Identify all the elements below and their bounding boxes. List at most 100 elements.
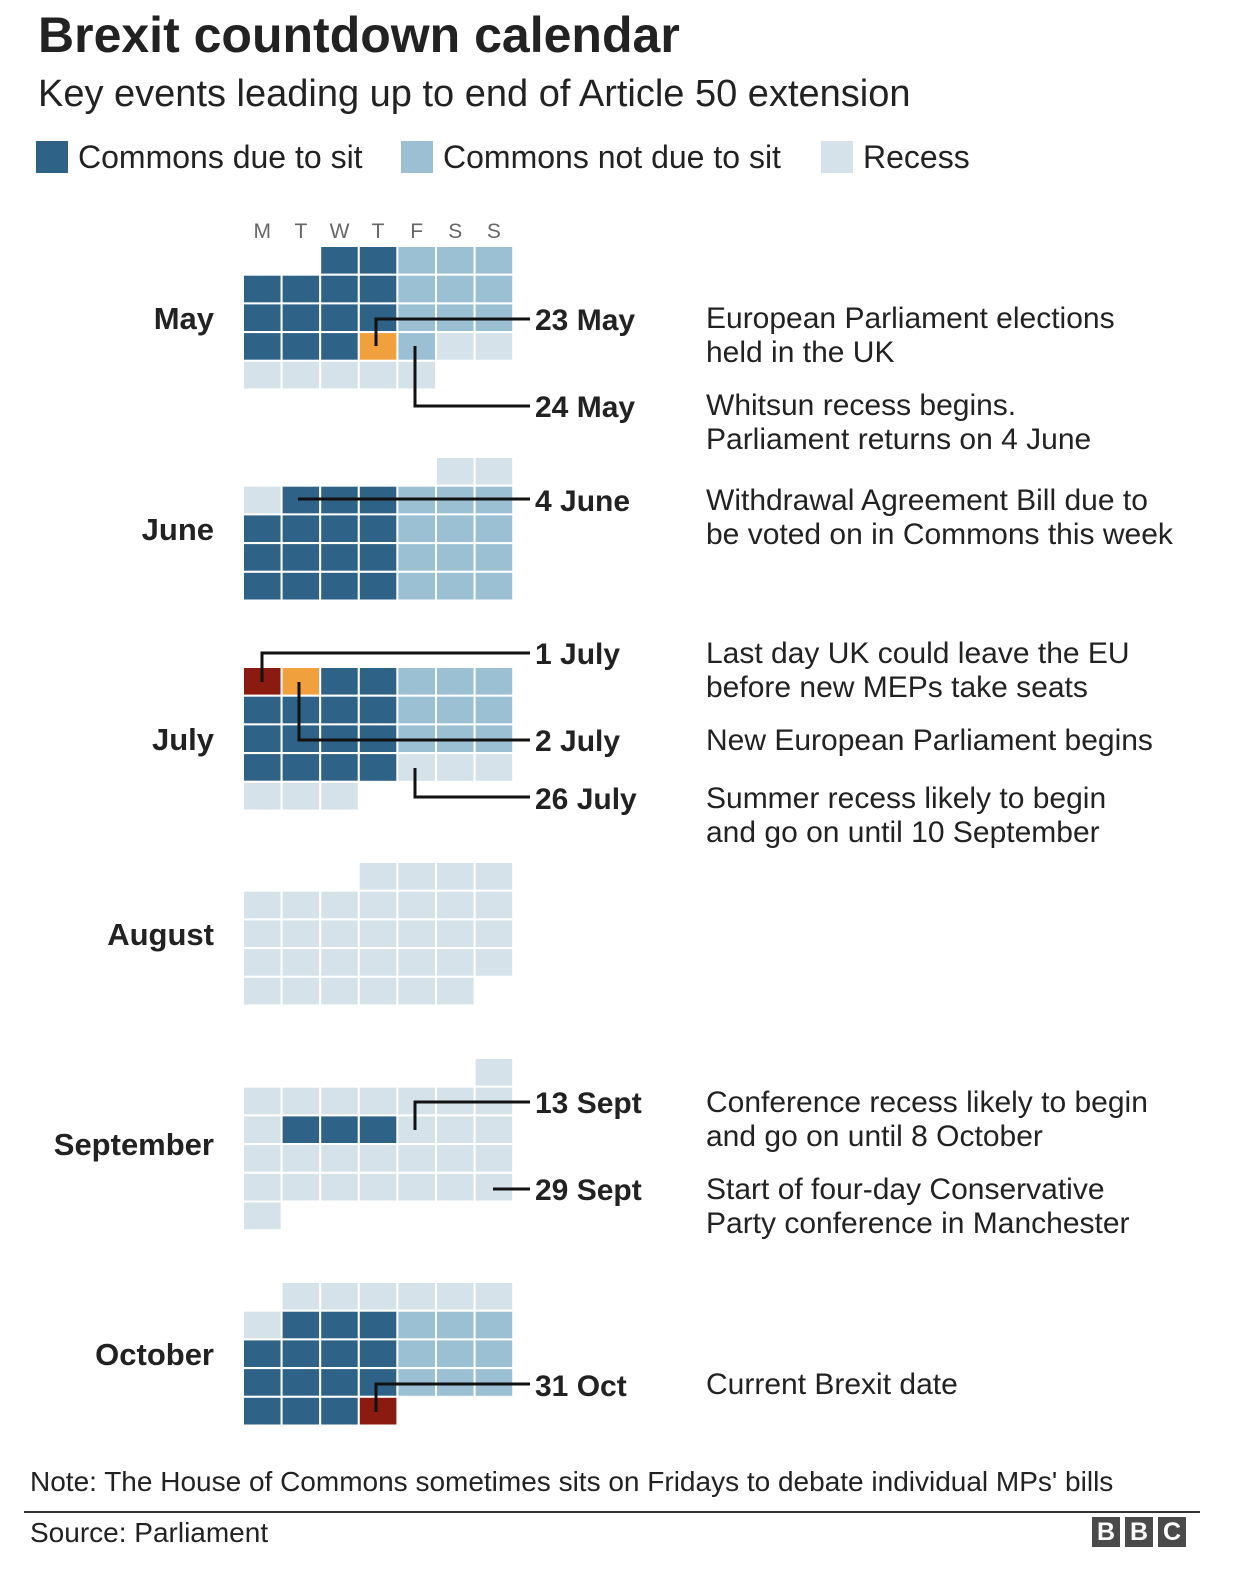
calendar-day-cell [242,694,283,726]
calendar-day-cell [280,359,322,391]
calendar-day-cell [319,752,360,783]
page-subtitle: Key events leading up to end of Article … [38,73,911,115]
calendar-day-cell [473,542,515,573]
calendar-day-cell [280,666,322,697]
calendar-day-cell [435,570,476,602]
calendar-day-cell [280,1367,322,1398]
event-description-2-july: New European Parliament begins [706,724,1153,757]
calendar-day-cell [242,1367,283,1398]
event-date-label: 29 Sept [535,1174,642,1207]
calendar-day-cell [357,666,399,697]
calendar-day-cell [280,302,322,334]
calendar-day-cell [396,331,437,362]
calendar-day-cell [242,752,283,783]
calendar-day-cell [319,1395,360,1427]
weekday-label: M [254,220,272,243]
calendar-day-cell [396,1143,437,1174]
month-label-may: May [154,301,215,336]
calendar-day-cell [396,513,437,545]
calendar-day-cell [280,694,322,726]
calendar-day-cell [319,1114,360,1146]
calendar-day-cell [473,1338,515,1370]
event-date-label: 1 July [535,638,620,671]
calendar-day-cell [473,1114,515,1146]
calendar-day-cell [280,1309,322,1341]
leader-line [413,768,530,799]
calendar-day-cell [319,666,360,697]
calendar-day-cell [435,1367,476,1398]
calendar-day-cell [319,947,360,978]
month-label-october: October [95,1337,214,1372]
leader-line [297,682,530,742]
calendar-day-cell [319,1281,360,1312]
calendar-day-cell [242,570,283,602]
calendar-day-cell [357,1085,399,1117]
calendar-day-cell [435,947,476,978]
calendar-day-cell [473,570,515,602]
calendar-day-cell [319,1338,360,1370]
calendar-day-cell [396,1309,437,1341]
calendar-day-cell [357,1114,399,1146]
month-label-august: August [107,917,214,952]
bbc-logo: B B C [1092,1517,1186,1547]
bbc-logo-letter: B [1125,1517,1153,1547]
calendar-day-cell [396,1171,437,1203]
calendar-day-cell [435,861,476,892]
legend-label-not-sitting: Commons not due to sit [443,138,781,175]
calendar-day-cell [435,889,476,921]
calendar-day-cell [396,694,437,726]
event-date-label: 26 July [535,783,637,816]
weekday-label: W [330,220,350,243]
calendar-day-cell [473,752,515,783]
event-date-label: 13 Sept [535,1087,642,1120]
legend-label-recess: Recess [863,138,970,175]
calendar-day-cell [435,1143,476,1174]
calendar-day-cell [242,975,283,1007]
calendar-day-cell [319,542,360,573]
calendar-day-cell [396,542,437,573]
calendar-day-cell [435,1338,476,1370]
event-description-31-oct: Current Brexit date [706,1368,958,1401]
calendar-day-cell [473,694,515,726]
calendar-day-cell [473,273,515,305]
calendar-day-cell [473,513,515,545]
calendar-day-cell [357,947,399,978]
calendar-day-cell [280,752,322,783]
calendar-day-cell [357,1309,399,1341]
legend-swatch-not-sitting [401,141,433,173]
event-description-24-may: Whitsun recess begins. Parliament return… [706,389,1092,456]
calendar-day-cell [319,1309,360,1341]
calendar-day-cell [242,918,283,950]
calendar-day-cell [357,975,399,1007]
calendar-day-cell [435,1309,476,1341]
calendar-day-cell [435,694,476,726]
legend-item-sitting: Commons due to sit [36,135,363,179]
calendar-day-cell [242,780,283,812]
calendar-day-cell [357,889,399,921]
calendar-day-cell [242,1338,283,1370]
calendar-day-cell [242,1200,283,1232]
calendar-day-cell [473,331,515,362]
event-date-label: 31 Oct [535,1370,627,1403]
calendar-day-cell [396,1367,437,1398]
calendar-day-cell [435,245,476,276]
calendar-day-cell [242,1171,283,1203]
calendar-day-cell [396,947,437,978]
calendar-day-cell [357,752,399,783]
event-description-13-sept: Conference recess likely to begin and go… [706,1086,1148,1153]
month-label-july: July [152,722,215,757]
source-credit: Source: Parliament [30,1517,269,1548]
calendar-day-cell [473,889,515,921]
calendar-day-cell [396,752,437,783]
calendar-day-cell [280,1143,322,1174]
calendar-day-cell [280,780,322,812]
month-label-september: September [54,1127,214,1162]
leader-line [260,651,530,682]
calendar-day-cell [435,456,476,487]
calendar-day-cell [357,1338,399,1370]
calendar-day-cell [242,1143,283,1174]
calendar-day-cell [319,1085,360,1117]
calendar-day-cell [435,752,476,783]
calendar-day-cell [473,1171,515,1203]
calendar-day-cell [435,975,476,1007]
